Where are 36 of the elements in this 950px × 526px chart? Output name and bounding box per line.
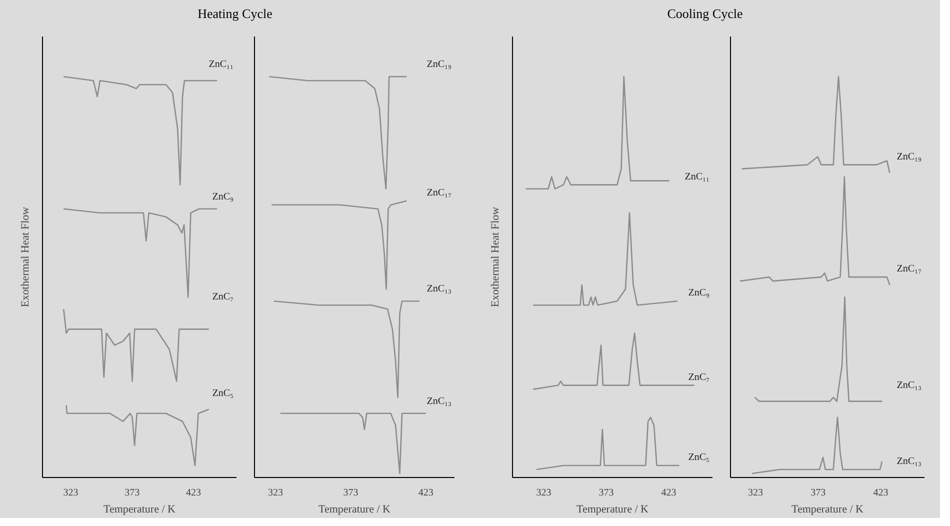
- x-tick-label: 323: [748, 488, 764, 498]
- series-label: ZnC₁₃: [896, 380, 922, 391]
- x-axis-title: Temperature / K: [318, 504, 391, 516]
- x-tick-label: 423: [873, 488, 888, 498]
- series-label: ZnC₁₉: [896, 151, 922, 162]
- series-label: ZnC₁₁: [208, 59, 234, 70]
- x-tick-label: 373: [810, 488, 826, 498]
- x-tick-label: 373: [124, 488, 140, 498]
- text: ZnC₁₇: [426, 187, 452, 198]
- text: ZnC₁₉: [426, 59, 452, 70]
- series-label: ZnC₁₃: [426, 284, 452, 295]
- x-tick-label: 323: [536, 488, 552, 498]
- series-label: ZnC₁₇: [896, 264, 922, 275]
- chart-title: Heating Cycle: [198, 5, 272, 23]
- series-label: ZnC₅: [688, 452, 710, 463]
- x-axis-title: Temperature / K: [104, 504, 176, 516]
- series-label: ZnC₉: [212, 191, 234, 202]
- series-label: ZnC₇: [688, 372, 710, 383]
- x-tick-label: 373: [343, 488, 358, 498]
- y-axis-title: Exothermal Heat Flow: [20, 206, 32, 308]
- x-axis-title: Temperature / K: [792, 504, 864, 516]
- x-axis-title: Temperature / K: [576, 504, 649, 516]
- series-label: ZnC₁₃: [426, 396, 452, 407]
- x-tick-label: 423: [661, 488, 676, 498]
- series-label: ZnC₁₃: [896, 456, 922, 467]
- x-tick-label: 373: [598, 488, 614, 498]
- y-axis-title: Exothermal Heat Flow: [490, 206, 502, 308]
- series-label: ZnC₁₁: [684, 171, 710, 182]
- text: ZnC₇: [212, 292, 234, 303]
- x-tick-label: 323: [268, 488, 284, 498]
- x-tick-label: 423: [418, 488, 434, 498]
- x-tick-label: 423: [186, 488, 202, 498]
- chart-title: Cooling Cycle: [667, 5, 743, 23]
- series-label: ZnC₅: [212, 388, 234, 399]
- series-label: ZnC₉: [688, 288, 710, 299]
- x-tick-label: 323: [63, 488, 78, 498]
